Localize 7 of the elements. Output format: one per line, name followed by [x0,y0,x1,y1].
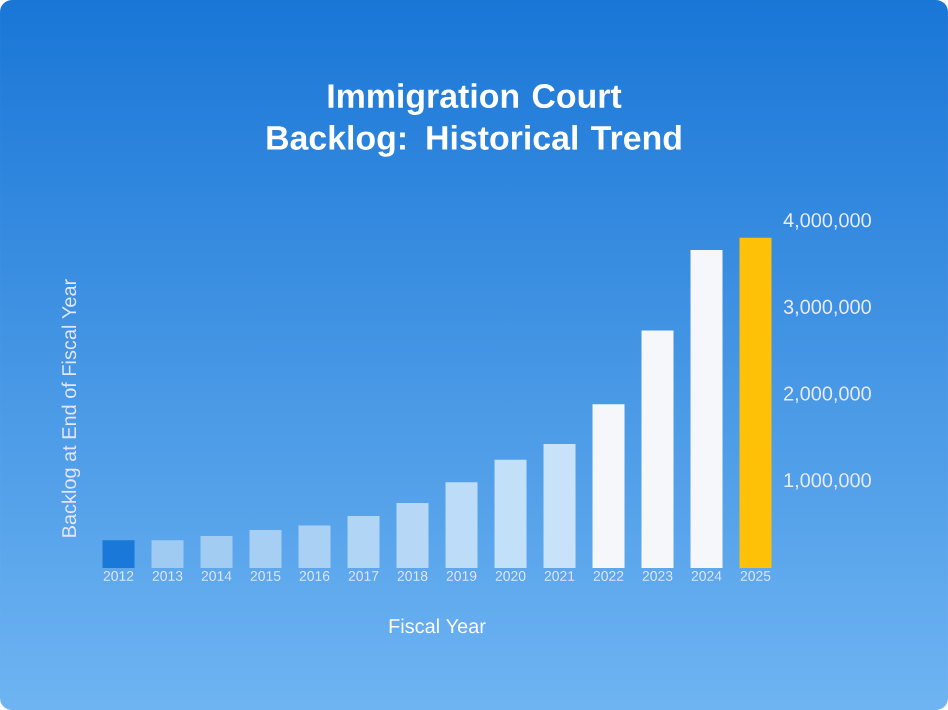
y-tick-label: 3,000,000 [783,299,871,317]
y-tick-label: 1,000,000 [784,473,871,490]
y-axis-title: Backlog at End of Fiscal Year [61,279,81,537]
chart-title: Immigration Court Backlog: Historical Trend [267,83,681,157]
x-axis-title: Fiscal Year [389,618,486,634]
y-tick-label: 4,000,000 [783,213,871,230]
y-tick-label: 2,000,000 [784,386,871,403]
